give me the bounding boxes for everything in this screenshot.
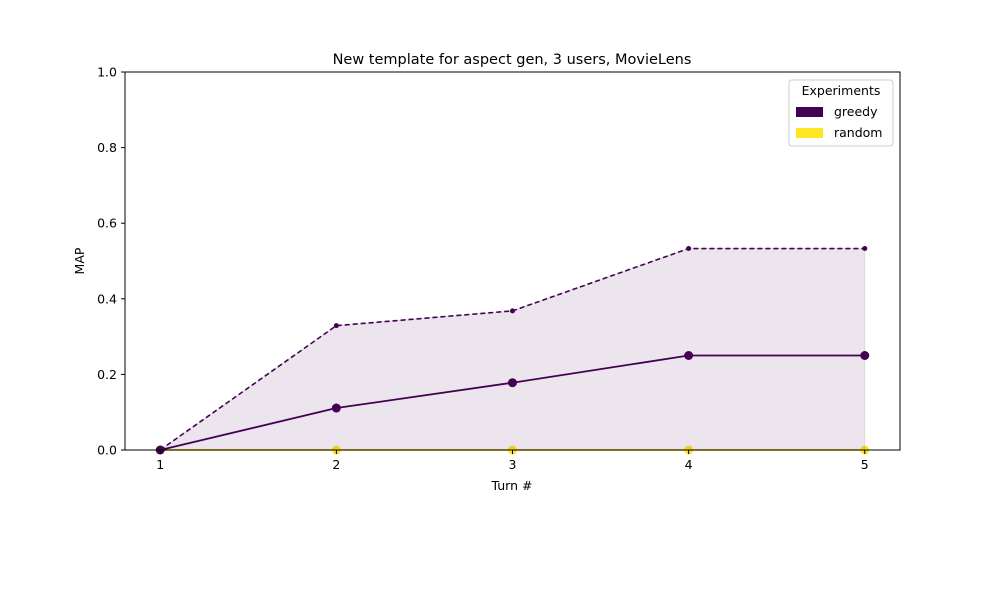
greedy-mean-point	[860, 351, 870, 360]
y-tick-label: 1.0	[97, 65, 117, 80]
x-tick-label: 4	[685, 457, 693, 472]
chart-title: New template for aspect gen, 3 users, Mo…	[333, 52, 692, 68]
greedy-mean-point	[331, 403, 341, 413]
x-tick-label: 3	[509, 457, 517, 472]
legend-label-greedy: greedy	[834, 104, 878, 119]
greedy-upper-point	[862, 246, 868, 252]
greedy-upper-point	[686, 246, 692, 252]
x-axis-label: Turn #	[491, 478, 533, 493]
x-tick-label: 1	[156, 457, 164, 472]
y-tick-label: 0.2	[97, 367, 117, 382]
y-tick-label: 0.4	[97, 291, 117, 306]
legend-label-random: random	[834, 125, 882, 140]
y-tick-label: 0.6	[97, 216, 117, 231]
y-tick-label: 0.8	[97, 140, 117, 155]
greedy-mean-point	[508, 378, 517, 388]
greedy-band	[158, 248, 866, 451]
greedy-mean-point	[684, 351, 694, 360]
greedy-upper-point	[510, 308, 515, 314]
greedy-upper-point	[333, 323, 339, 329]
y-axis: 0.0 0.2 0.4 0.6 0.8 1.0	[97, 65, 125, 458]
y-axis-label: MAP	[72, 247, 87, 274]
legend-swatch-greedy	[796, 107, 823, 117]
legend: Experiments greedy random	[788, 79, 894, 147]
x-tick-label: 5	[861, 457, 869, 472]
legend-swatch-random	[796, 128, 823, 138]
y-tick-label: 0.0	[97, 443, 117, 458]
x-tick-label: 2	[332, 457, 340, 472]
legend-title: Experiments	[802, 83, 881, 98]
plot-area	[155, 246, 870, 455]
x-axis: 1 2 3 4 5	[156, 450, 869, 472]
